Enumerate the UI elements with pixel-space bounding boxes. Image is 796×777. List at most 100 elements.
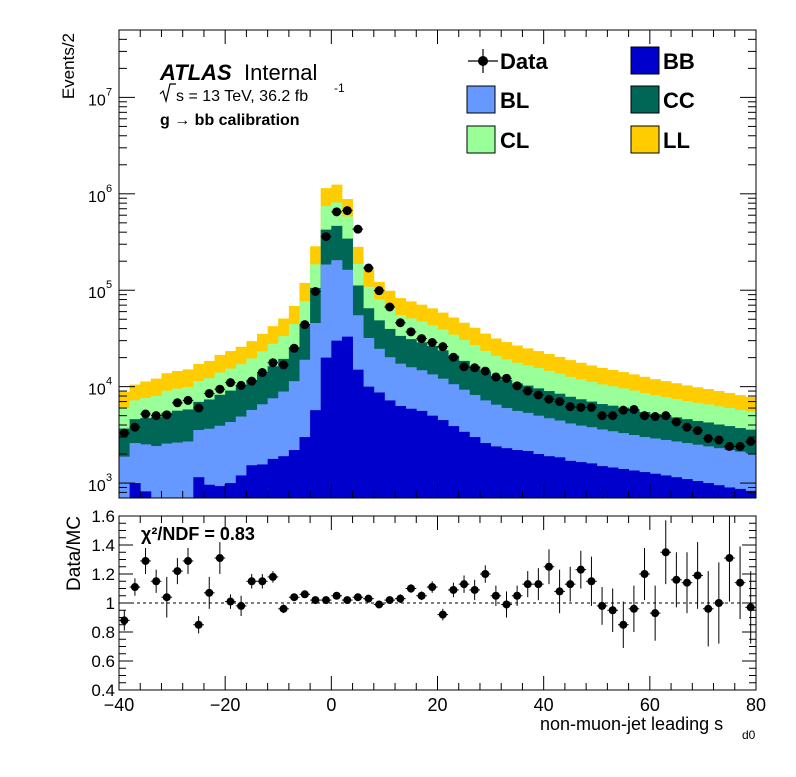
data-point — [416, 334, 427, 344]
legend-label-ll: LL — [663, 128, 690, 153]
bar-bl — [172, 442, 184, 498]
ratio-point-marker — [746, 603, 755, 612]
legend-swatch-bb — [630, 46, 660, 75]
ratio-point-marker — [332, 591, 341, 600]
lumi-exponent: -1 — [334, 81, 345, 95]
ratio-point-marker — [661, 548, 670, 557]
y-tick-exponent: 7 — [106, 86, 112, 98]
legend-entry-data: Data — [468, 49, 548, 74]
bar-bl — [564, 423, 576, 498]
bar-bb — [405, 408, 417, 498]
bar-bb — [267, 458, 279, 498]
data-point-marker — [671, 417, 681, 427]
ratio-point-marker — [704, 604, 713, 613]
ratio-y-tick-label: 0.4 — [91, 681, 115, 700]
bar-bl — [299, 359, 311, 498]
data-point-marker — [427, 337, 437, 347]
data-point-marker — [300, 320, 310, 330]
x-tick-label: −40 — [104, 695, 135, 715]
bar-bb — [288, 450, 300, 498]
ratio-point-marker — [544, 562, 553, 571]
ratio-points — [119, 516, 756, 648]
data-point — [649, 412, 661, 422]
ratio-point-marker — [375, 600, 384, 609]
data-point — [702, 433, 714, 443]
bar-bb — [193, 477, 205, 498]
ratio-point — [352, 593, 364, 602]
bar-bb — [702, 483, 714, 498]
data-point-marker — [618, 405, 628, 415]
data-point — [522, 386, 534, 396]
legend-entry-bb: BB — [630, 46, 695, 75]
data-point — [448, 352, 459, 362]
ratio-panel: 0.4 0.6 0.8 1 1.2 1.4 1.6 −40 −20 0 20 40 60 80 Data/… — [64, 507, 766, 742]
data-point — [182, 395, 194, 405]
data-point-marker — [183, 395, 193, 405]
bar-bl — [617, 433, 629, 498]
bar-bl — [193, 430, 205, 498]
data-point-marker — [512, 381, 522, 391]
ratio-plot-frame — [118, 515, 757, 691]
x-tick-label: 0 — [326, 695, 336, 715]
ratio-point-marker — [247, 577, 256, 586]
ratio-point — [331, 591, 342, 600]
ratio-point — [745, 571, 756, 644]
data-point-marker — [257, 368, 267, 378]
bar-bl — [671, 441, 683, 498]
data-point-marker — [565, 402, 575, 412]
bar-bb — [628, 470, 640, 498]
ratio-point-marker — [385, 596, 394, 605]
ratio-point-marker — [152, 577, 161, 586]
data-point — [278, 360, 289, 370]
internal-label: Internal — [244, 60, 317, 85]
ratio-point-marker — [640, 570, 649, 578]
bar-bb — [278, 456, 290, 498]
data-point-marker — [194, 403, 204, 413]
ratio-point — [564, 566, 576, 602]
ratio-point-marker — [364, 594, 373, 603]
bar-bb — [660, 475, 672, 498]
ratio-point — [554, 569, 565, 614]
data-point-marker — [151, 411, 161, 421]
data-point — [214, 384, 226, 394]
bar-bl — [649, 438, 661, 498]
data-point — [639, 411, 650, 421]
calibration-label: g → bb calibration — [160, 112, 300, 129]
legend: Data BB BL CC CL LL — [466, 46, 695, 154]
bar-bl — [267, 398, 279, 498]
ratio-point-marker — [566, 580, 575, 589]
ratio-point — [543, 549, 555, 585]
ratio-point-marker — [725, 554, 734, 563]
data-point-marker — [555, 397, 565, 407]
data-point-marker — [459, 362, 469, 372]
data-points — [119, 206, 756, 451]
data-point-marker — [417, 334, 427, 344]
ratio-point-marker — [258, 577, 267, 586]
bar-bb — [458, 431, 470, 498]
bar-bb — [533, 454, 545, 498]
data-point-marker — [586, 402, 596, 412]
legend-entry-cc: CC — [630, 85, 695, 114]
data-point-marker — [523, 386, 533, 396]
ratio-y-tick-label: 0.6 — [91, 652, 115, 671]
data-point-marker — [448, 352, 458, 362]
data-point-marker — [406, 327, 416, 337]
ratio-point — [649, 585, 661, 641]
bar-bb — [310, 410, 322, 498]
data-point — [543, 394, 555, 404]
data-point-marker — [650, 412, 660, 422]
ratio-point-marker — [311, 596, 320, 605]
bar-bl — [214, 425, 226, 498]
bar-bb — [490, 446, 502, 498]
bar-bb — [320, 357, 332, 498]
data-point — [193, 403, 204, 413]
bar-bl — [575, 425, 587, 498]
bar-bl — [639, 437, 651, 498]
data-point-marker — [225, 378, 235, 388]
data-point-marker — [693, 426, 703, 436]
ratio-point-marker — [141, 556, 150, 565]
data-point — [734, 441, 746, 451]
ratio-point — [702, 571, 714, 647]
ratio-point-marker — [279, 604, 288, 613]
